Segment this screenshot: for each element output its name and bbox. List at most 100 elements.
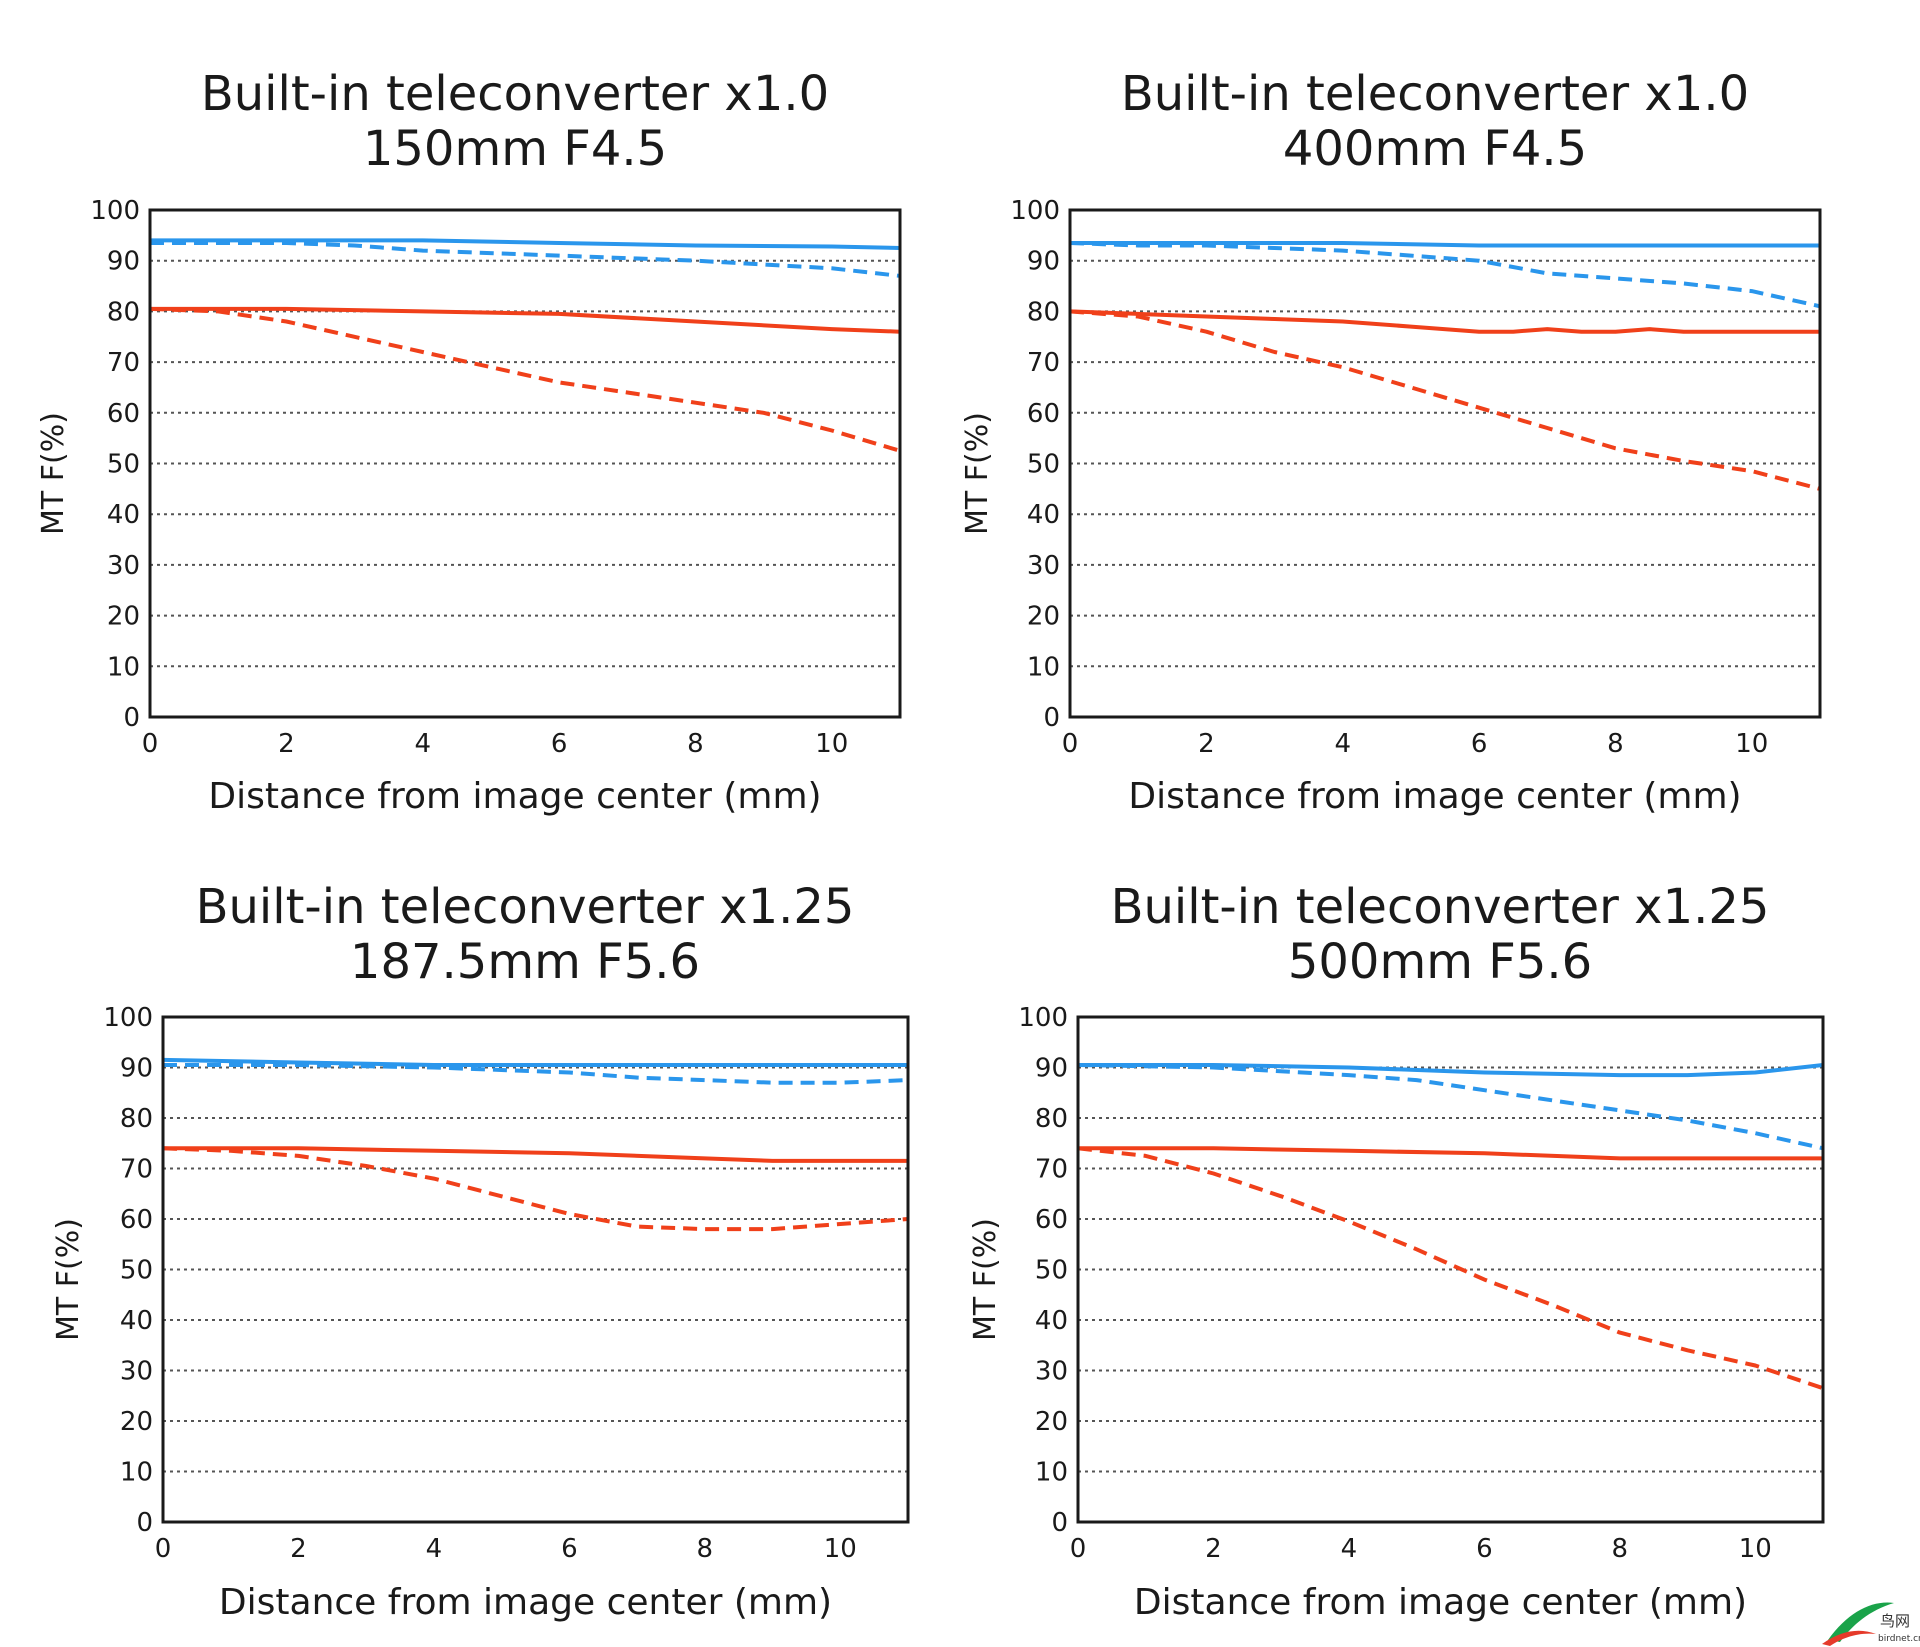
y-axis-label: MT F(%) <box>36 412 71 535</box>
swoosh-logo-icon <box>1828 1602 1894 1642</box>
x-tick-label: 0 <box>1070 1534 1087 1564</box>
y-tick-label: 60 <box>1027 399 1060 429</box>
x-tick-label: 6 <box>1471 729 1488 759</box>
y-tick-label: 30 <box>120 1357 153 1387</box>
y-tick-label: 90 <box>1035 1054 1068 1084</box>
x-tick-label: 2 <box>278 729 295 759</box>
watermark-logo: 鸟网 birdnet.cn <box>1822 1602 1920 1646</box>
x-tick-label: 0 <box>155 1534 172 1564</box>
y-tick-label: 50 <box>1035 1256 1068 1286</box>
x-tick-label: 4 <box>414 729 431 759</box>
y-tick-label: 70 <box>1035 1155 1068 1185</box>
y-tick-label: 20 <box>1035 1407 1068 1437</box>
blue-dashed-series <box>1077 1063 1824 1151</box>
chart-title-line-1: Built-in teleconverter x1.0 <box>201 66 829 122</box>
x-tick-label: 6 <box>561 1534 578 1564</box>
y-tick-label: 60 <box>1035 1205 1068 1235</box>
chart-title-line-2: 500mm F5.6 <box>1288 934 1592 990</box>
y-tick-label: 0 <box>136 1508 153 1538</box>
plot-frame <box>1068 208 1822 719</box>
red-dashed-series <box>162 1146 909 1232</box>
y-tick-label: 0 <box>1043 703 1060 733</box>
y-tick-label: 50 <box>107 450 140 480</box>
watermark-text: 鸟网 <box>1880 1612 1910 1630</box>
y-tick-label: 20 <box>1027 602 1060 632</box>
y-tick-label: 80 <box>1035 1104 1068 1134</box>
chart-title-line-1: Built-in teleconverter x1.25 <box>196 879 855 935</box>
plot-frame <box>1076 1015 1825 1524</box>
x-tick-label: 6 <box>1476 1534 1493 1564</box>
y-tick-label: 30 <box>107 551 140 581</box>
chart-title-line-2: 150mm F4.5 <box>363 121 667 177</box>
chart-title-line-1: Built-in teleconverter x1.25 <box>1111 879 1770 935</box>
x-tick-label: 8 <box>1607 729 1624 759</box>
chart-title-line-2: 187.5mm F5.6 <box>350 934 700 990</box>
y-tick-label: 60 <box>107 399 140 429</box>
x-tick-label: 8 <box>697 1534 714 1564</box>
x-tick-label: 2 <box>1198 729 1215 759</box>
red-dashed-series <box>1077 1146 1824 1391</box>
y-tick-label: 100 <box>103 1003 153 1033</box>
blue-solid-series <box>162 1057 908 1067</box>
plot-frame <box>148 208 902 719</box>
blue-dashed-series <box>163 1063 909 1085</box>
y-tick-label: 0 <box>123 703 140 733</box>
y-axis-label: MT F(%) <box>960 412 995 535</box>
y-tick-label: 40 <box>107 500 140 530</box>
swoosh-logo-accent-icon <box>1822 1630 1876 1646</box>
x-axis-label: Distance from image center (mm) <box>219 1582 832 1623</box>
y-axis-label: MT F(%) <box>51 1218 86 1341</box>
y-tick-label: 100 <box>90 196 140 226</box>
x-tick-label: 10 <box>824 1534 857 1564</box>
x-tick-label: 8 <box>1612 1534 1629 1564</box>
chart-title-line-2: 400mm F4.5 <box>1283 121 1587 177</box>
blue-solid-series <box>1070 241 1820 248</box>
x-tick-label: 4 <box>1341 1534 1358 1564</box>
blue-dashed-series <box>150 241 901 278</box>
blue-solid-series <box>1078 1063 1824 1078</box>
red-dashed-series <box>149 306 901 453</box>
x-tick-label: 4 <box>426 1534 443 1564</box>
plot-frame <box>161 1015 910 1524</box>
y-tick-label: 30 <box>1027 551 1060 581</box>
y-axis-label: MT F(%) <box>968 1218 1003 1341</box>
red-solid-series <box>1069 309 1820 334</box>
y-tick-label: 10 <box>1035 1458 1068 1488</box>
x-tick-label: 10 <box>815 729 848 759</box>
y-tick-label: 80 <box>107 297 140 327</box>
y-tick-label: 50 <box>1027 450 1060 480</box>
y-tick-label: 50 <box>120 1256 153 1286</box>
red-solid-series <box>163 1146 908 1163</box>
y-tick-label: 60 <box>120 1205 153 1235</box>
x-axis-label: Distance from image center (mm) <box>208 776 821 817</box>
y-tick-label: 80 <box>1027 297 1060 327</box>
x-tick-label: 0 <box>142 729 159 759</box>
y-tick-label: 90 <box>120 1054 153 1084</box>
y-tick-label: 40 <box>1035 1306 1068 1336</box>
x-tick-label: 2 <box>290 1534 307 1564</box>
red-solid-series <box>150 306 901 334</box>
y-tick-label: 100 <box>1010 196 1060 226</box>
watermark-subtext: birdnet.cn <box>1878 1634 1920 1644</box>
x-tick-label: 10 <box>1739 1534 1772 1564</box>
y-tick-label: 80 <box>120 1104 153 1134</box>
blue-solid-series <box>150 238 901 250</box>
y-tick-label: 90 <box>107 247 140 277</box>
y-tick-label: 40 <box>120 1306 153 1336</box>
x-tick-label: 10 <box>1735 729 1768 759</box>
y-tick-label: 20 <box>120 1407 153 1437</box>
y-tick-label: 70 <box>1027 348 1060 378</box>
red-dashed-series <box>1069 309 1821 491</box>
y-tick-label: 0 <box>1051 1508 1068 1538</box>
y-tick-label: 100 <box>1018 1003 1068 1033</box>
y-tick-label: 10 <box>120 1458 153 1488</box>
x-tick-label: 8 <box>687 729 704 759</box>
x-tick-label: 2 <box>1205 1534 1222 1564</box>
blue-dashed-series <box>1069 241 1821 309</box>
